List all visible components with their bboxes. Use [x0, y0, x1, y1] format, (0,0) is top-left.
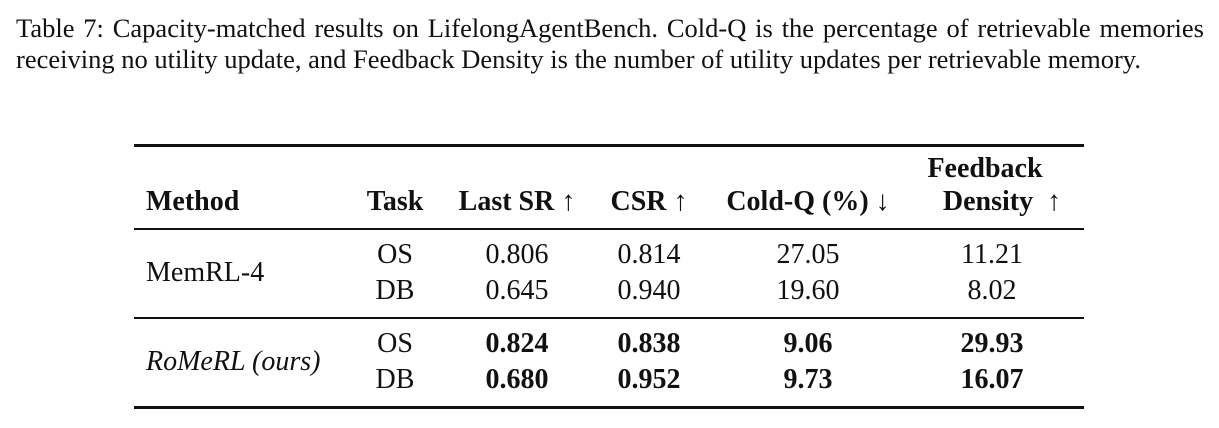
group-rule — [134, 317, 1084, 319]
header-cold-q: Cold-Q (%) ↓ — [726, 186, 890, 217]
feedback-density-cell: 8.02 — [967, 275, 1017, 306]
cold-q-cell: 9.73 — [783, 364, 833, 395]
task-cell: DB — [375, 275, 415, 306]
header-feedback-line2: Density ↑ — [942, 186, 1062, 217]
table-caption: Table 7: Capacity-matched results on Lif… — [16, 13, 1204, 74]
task-cell: OS — [377, 328, 413, 359]
header-last-sr: Last SR ↑ — [458, 186, 576, 217]
header-rule — [134, 228, 1084, 230]
task-cell: OS — [377, 239, 413, 270]
header-csr: CSR ↑ — [610, 186, 688, 217]
task-cell: DB — [375, 364, 415, 395]
csr-cell: 0.814 — [617, 239, 681, 270]
csr-cell: 0.838 — [617, 328, 681, 359]
top-rule — [134, 144, 1084, 147]
cold-q-cell: 9.06 — [783, 328, 833, 359]
csr-cell: 0.940 — [617, 275, 681, 306]
csr-cell: 0.952 — [617, 364, 681, 395]
bottom-rule — [134, 406, 1084, 409]
method-memrl: MemRL-4 — [146, 257, 265, 288]
last-sr-cell: 0.824 — [485, 328, 549, 359]
feedback-density-cell: 11.21 — [961, 239, 1023, 270]
cold-q-cell: 27.05 — [776, 239, 840, 270]
cold-q-cell: 19.60 — [776, 275, 840, 306]
last-sr-cell: 0.680 — [485, 364, 549, 395]
header-feedback-line1: Feedback — [927, 153, 1043, 184]
last-sr-cell: 0.645 — [485, 275, 549, 306]
method-romerl: RoMeRL (ours) — [146, 346, 321, 377]
feedback-density-cell: 16.07 — [960, 364, 1024, 395]
header-method: Method — [146, 186, 240, 217]
last-sr-cell: 0.806 — [485, 239, 549, 270]
header-task: Task — [366, 186, 424, 217]
feedback-density-cell: 29.93 — [960, 328, 1024, 359]
